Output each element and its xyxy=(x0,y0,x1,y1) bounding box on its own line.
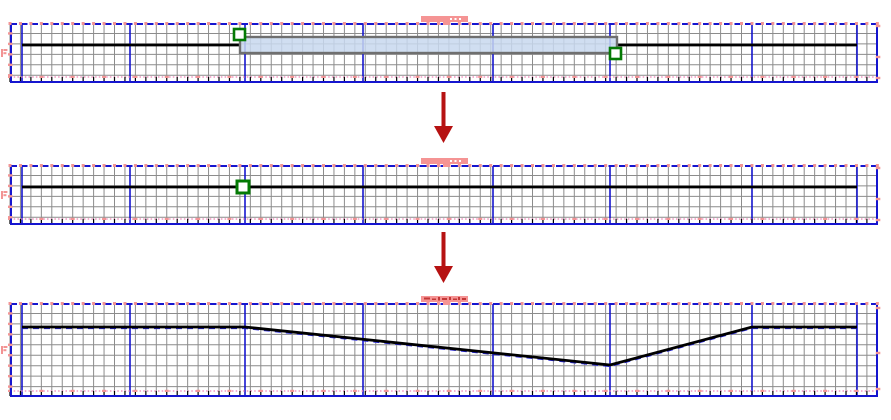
label-glyph xyxy=(454,160,457,162)
label-glyph xyxy=(432,298,436,300)
bottom-scale-strip xyxy=(8,75,878,82)
label-glyph xyxy=(459,160,461,162)
selected-label-bar[interactable] xyxy=(421,16,468,25)
label-glyph xyxy=(449,297,451,300)
profile-line[interactable] xyxy=(22,325,857,367)
down-arrow-icon xyxy=(434,92,453,143)
edge-tick-marks xyxy=(8,302,881,391)
label-glyph xyxy=(450,160,452,162)
left-edge-marker xyxy=(1,49,8,57)
panel-border xyxy=(10,165,878,225)
label-glyph xyxy=(424,297,430,300)
label-glyph xyxy=(458,297,460,300)
grid-minor-lines xyxy=(9,304,878,391)
selection-handle[interactable] xyxy=(232,27,247,42)
grid-minor-lines xyxy=(9,24,878,77)
grid-minor-lines xyxy=(9,166,878,219)
selected-point-marker[interactable] xyxy=(235,179,251,195)
down-arrow-icon xyxy=(434,232,453,283)
label-glyph xyxy=(442,298,447,300)
selected-label-bar[interactable] xyxy=(421,296,468,305)
left-edge-marker xyxy=(1,346,8,354)
selected-segment-band[interactable] xyxy=(238,35,619,55)
label-glyph xyxy=(450,18,452,20)
label-glyph xyxy=(454,18,457,20)
bottom-scale-strip xyxy=(8,217,878,224)
panel-border xyxy=(10,303,878,397)
profile-panel-selected-point[interactable] xyxy=(0,156,891,228)
arrow-head xyxy=(434,126,453,143)
grid-major-station-lines xyxy=(21,304,858,396)
profile-panel-edited-result[interactable] xyxy=(0,294,891,400)
selection-handle[interactable] xyxy=(608,46,623,61)
label-glyph xyxy=(459,18,461,20)
selected-label-bar[interactable] xyxy=(421,158,468,167)
edge-tick-marks xyxy=(8,164,881,222)
arrow-shaft xyxy=(441,232,446,268)
profile-panel-selected-segment[interactable] xyxy=(0,14,891,86)
arrow-head xyxy=(434,266,453,283)
left-edge-marker xyxy=(1,191,8,199)
edge-tick-marks xyxy=(8,22,881,80)
label-glyph xyxy=(438,297,440,301)
label-glyph xyxy=(462,298,466,300)
arrow-shaft xyxy=(441,92,446,128)
label-glyph xyxy=(453,298,457,300)
grid-major-station-lines xyxy=(21,166,858,224)
